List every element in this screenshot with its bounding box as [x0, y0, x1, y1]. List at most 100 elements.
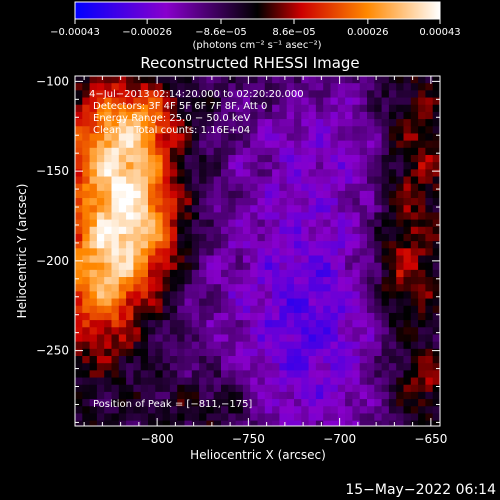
heatmap-cell — [418, 241, 426, 249]
heatmap-cell — [367, 312, 375, 321]
heatmap-cell — [89, 269, 98, 278]
heatmap-cell — [323, 111, 331, 120]
heatmap-cell — [228, 334, 236, 343]
heatmap-cell — [169, 262, 178, 271]
heatmap-cell — [126, 104, 134, 113]
heatmap-cell — [374, 226, 382, 235]
heatmap-cell — [425, 356, 434, 364]
colorbar-tick-label: −8.6e−05 — [195, 27, 247, 38]
heatmap-cell — [374, 277, 382, 285]
heatmap-cell — [221, 190, 229, 199]
heatmap-cell — [104, 348, 112, 357]
heatmap-cell — [294, 334, 302, 343]
heatmap-cell — [403, 262, 412, 271]
heatmap-cell — [308, 284, 317, 292]
heatmap-cell — [148, 377, 156, 386]
heatmap-cell — [286, 133, 295, 142]
heatmap-cell — [140, 119, 149, 127]
heatmap-cell — [133, 291, 142, 299]
heatmap-cell — [221, 305, 229, 314]
heatmap-cell — [140, 356, 149, 364]
heatmap-cell — [184, 104, 193, 113]
heatmap-cell — [294, 83, 302, 91]
heatmap-cell — [410, 384, 419, 393]
heatmap-cell — [279, 126, 288, 134]
heatmap-cell — [133, 198, 142, 206]
heatmap-cell — [279, 226, 288, 235]
heatmap-cell — [279, 312, 288, 321]
heatmap-cell — [418, 363, 426, 371]
heatmap-cell — [337, 377, 346, 386]
heatmap-cell — [425, 377, 434, 386]
heatmap-cell — [286, 384, 295, 393]
heatmap-cell — [367, 356, 375, 364]
heatmap-cell — [286, 154, 295, 163]
heatmap-cell — [169, 384, 178, 393]
heatmap-cell — [82, 198, 90, 206]
heatmap-cell — [352, 399, 361, 407]
heatmap-cell — [206, 363, 215, 371]
heatmap-cell — [315, 391, 324, 400]
heatmap-cell — [432, 140, 440, 149]
heatmap-cell — [206, 348, 215, 357]
heatmap-cell — [294, 76, 302, 84]
heatmap-cell — [126, 126, 134, 134]
heatmap-cell — [410, 298, 419, 307]
heatmap-cell — [410, 262, 419, 271]
heatmap-cell — [140, 262, 149, 271]
heatmap-cell — [294, 399, 302, 407]
heatmap-cell — [242, 154, 251, 163]
heatmap-cell — [388, 212, 397, 220]
heatmap-cell — [410, 226, 419, 235]
heatmap-cell — [396, 341, 404, 350]
heatmap-cell — [286, 147, 295, 156]
heatmap-cell — [191, 111, 200, 120]
heatmap-cell — [410, 341, 419, 350]
heatmap-cell — [111, 262, 120, 271]
heatmap-cell — [89, 399, 98, 407]
heatmap-cell — [206, 126, 215, 134]
heatmap-cell — [410, 305, 419, 314]
heatmap-cell — [221, 399, 229, 407]
heatmap-cell — [221, 391, 229, 400]
heatmap-cell — [359, 133, 368, 142]
heatmap-cell — [359, 262, 368, 271]
heatmap-cell — [250, 298, 258, 307]
heatmap-cell — [388, 255, 397, 264]
heatmap-cell — [301, 154, 309, 163]
heatmap-cell — [301, 334, 309, 343]
chart-title: Reconstructed RHESSI Image — [140, 54, 359, 72]
heatmap-cell — [148, 226, 156, 235]
heatmap-cell — [82, 291, 90, 299]
heatmap-cell — [118, 83, 127, 91]
heatmap-cell — [323, 162, 331, 170]
heatmap-cell — [75, 298, 83, 307]
heatmap-cell — [403, 212, 412, 220]
heatmap-cell — [242, 298, 251, 307]
heatmap-cell — [330, 320, 339, 328]
heatmap-cell — [155, 183, 163, 192]
heatmap-cell — [199, 126, 207, 134]
heatmap-cell — [206, 255, 215, 264]
heatmap-cell — [294, 205, 302, 213]
heatmap-cell — [396, 363, 404, 371]
heatmap-cell — [403, 377, 412, 386]
heatmap-cell — [111, 154, 120, 163]
heatmap-cell — [367, 126, 375, 134]
heatmap-cell — [257, 183, 266, 192]
heatmap-cell — [250, 327, 258, 335]
heatmap-cell — [337, 363, 346, 371]
heatmap-cell — [388, 119, 397, 127]
heatmap-cell — [396, 133, 404, 142]
heatmap-cell — [388, 384, 397, 393]
heatmap-cell — [89, 154, 98, 163]
heatmap-cell — [330, 377, 339, 386]
heatmap-cell — [257, 212, 266, 220]
heatmap-cell — [111, 205, 120, 213]
heatmap-cell — [323, 147, 331, 156]
heatmap-cell — [323, 255, 331, 264]
heatmap-cell — [403, 154, 412, 163]
heatmap-cell — [242, 377, 251, 386]
heatmap-cell — [206, 305, 215, 314]
heatmap-cell — [418, 399, 426, 407]
